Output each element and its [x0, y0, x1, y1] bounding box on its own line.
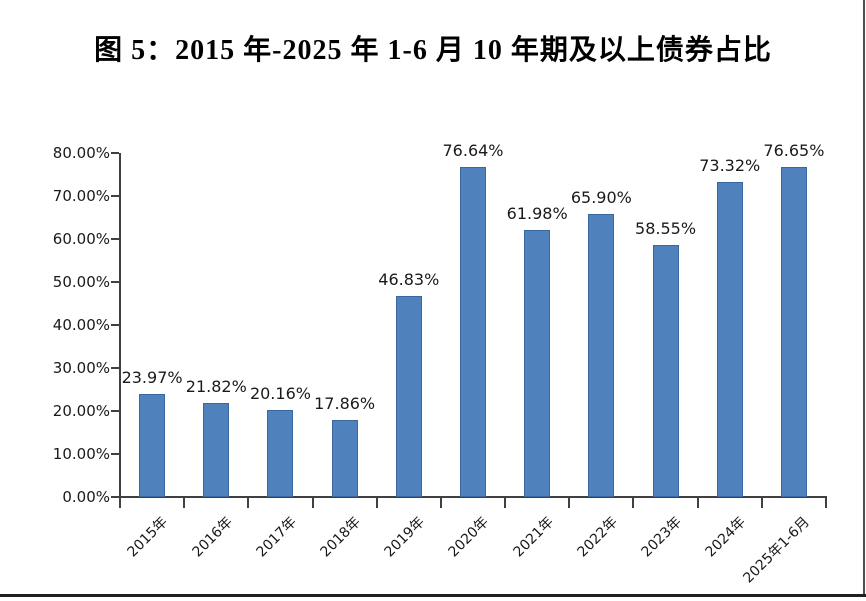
- x-axis-tick: [696, 497, 699, 508]
- bar-value-label: 23.97%: [121, 367, 183, 387]
- y-axis-label: 10.00%: [52, 445, 110, 463]
- y-axis-label: 40.00%: [52, 316, 110, 334]
- bar-value-label: 76.65%: [763, 141, 825, 161]
- y-axis-label: 0.00%: [62, 488, 110, 506]
- x-axis-label: 2021年: [510, 514, 557, 561]
- y-axis-tick: [111, 453, 119, 455]
- x-axis-tick: [568, 497, 571, 508]
- x-axis-tick: [119, 497, 121, 508]
- bar-value-label: 21.82%: [185, 377, 247, 397]
- x-axis-tick: [504, 497, 507, 508]
- bar-value-label: 17.86%: [314, 394, 376, 414]
- x-axis-label: 2018年: [317, 514, 364, 561]
- y-axis-tick: [111, 410, 119, 412]
- y-axis-label: 30.00%: [52, 359, 110, 377]
- page-bottom-border: [0, 594, 866, 597]
- x-axis-line: [120, 496, 827, 498]
- x-axis-label: 2023年: [638, 514, 685, 561]
- bar: [267, 410, 294, 497]
- y-axis-tick: [111, 281, 119, 283]
- y-axis-tick: [111, 367, 119, 369]
- x-axis-tick: [632, 497, 635, 508]
- bar-value-label: 46.83%: [378, 269, 440, 289]
- y-axis-label: 20.00%: [52, 402, 110, 420]
- bar: [588, 213, 615, 497]
- bar: [524, 230, 551, 497]
- y-axis-label: 80.00%: [52, 144, 110, 162]
- y-axis-line: [119, 153, 121, 497]
- x-axis-label: 2020年: [445, 514, 493, 561]
- y-axis-label: 70.00%: [52, 187, 110, 205]
- x-axis-label: 2025年1-6月: [740, 514, 814, 587]
- y-axis-tick: [111, 238, 119, 240]
- x-axis-tick: [183, 497, 186, 508]
- bar-value-label: 73.32%: [699, 155, 761, 175]
- x-axis-label: 2017年: [253, 514, 300, 561]
- bar-value-label: 20.16%: [249, 384, 311, 404]
- y-axis-tick: [111, 195, 119, 197]
- bar-value-label: 76.64%: [442, 141, 504, 161]
- bar: [652, 245, 679, 497]
- bar: [203, 403, 230, 497]
- x-axis-tick: [825, 497, 827, 508]
- y-axis-tick: [111, 152, 119, 154]
- x-axis-label: 2024年: [702, 514, 750, 561]
- x-axis-tick: [311, 497, 314, 508]
- x-axis-label: 2019年: [381, 514, 429, 561]
- x-axis-label: 2022年: [574, 514, 621, 561]
- bar: [780, 167, 807, 497]
- bar: [331, 420, 358, 497]
- bar: [460, 167, 486, 497]
- figure-title: 图 5：2015 年-2025 年 1-6 月 10 年期及以上债券占比: [94, 35, 772, 66]
- x-axis-tick: [247, 497, 250, 508]
- bar-value-label: 61.98%: [506, 204, 568, 224]
- x-axis-tick: [439, 497, 442, 508]
- y-axis-label: 60.00%: [52, 230, 110, 248]
- x-axis-tick: [760, 497, 763, 508]
- bar-value-label: 58.55%: [635, 219, 697, 239]
- bar: [395, 295, 422, 497]
- bar: [139, 393, 166, 497]
- bar: [716, 181, 743, 497]
- page-right-border: [863, 0, 865, 597]
- x-axis-label: 2016年: [189, 514, 236, 561]
- bar-value-label: 65.90%: [570, 187, 632, 207]
- y-axis-tick: [111, 324, 119, 326]
- x-axis-label: 2015年: [124, 514, 172, 561]
- x-axis-tick: [375, 497, 378, 508]
- y-axis-tick: [111, 496, 119, 498]
- y-axis-label: 50.00%: [52, 273, 110, 291]
